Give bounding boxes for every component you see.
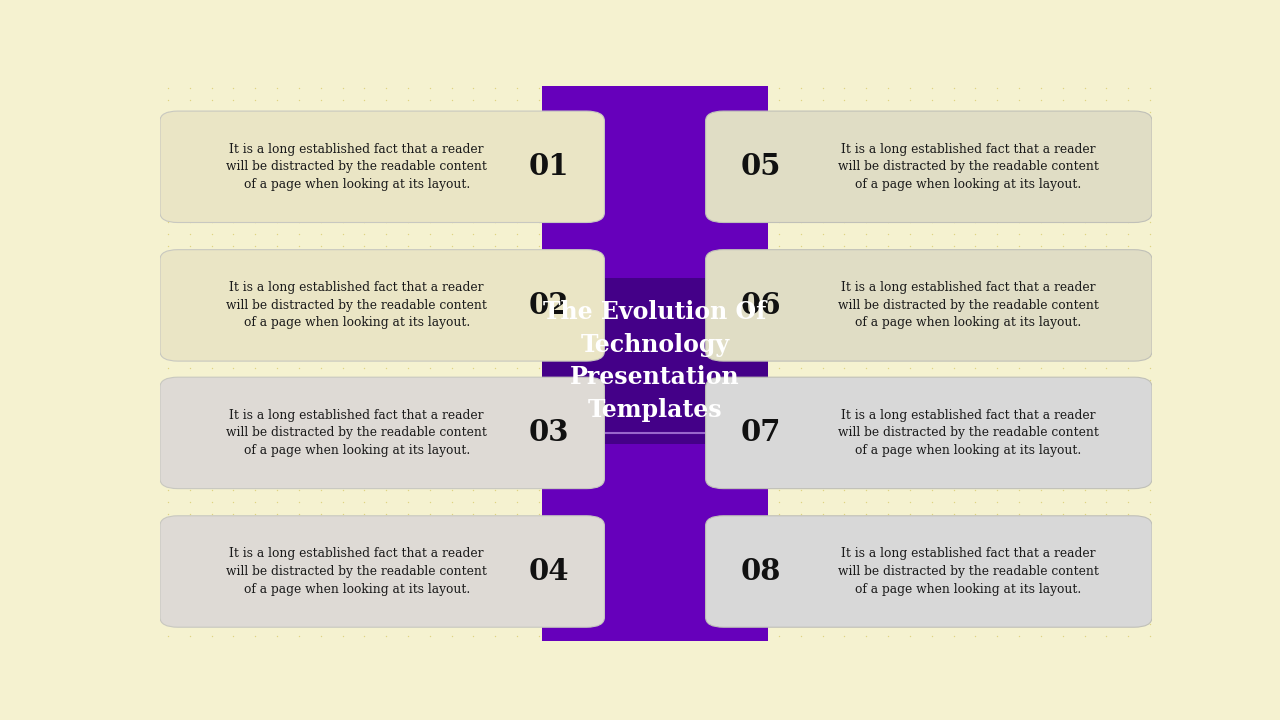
FancyBboxPatch shape (160, 250, 604, 361)
FancyBboxPatch shape (524, 428, 541, 438)
FancyBboxPatch shape (160, 377, 604, 489)
Text: It is a long established fact that a reader
will be distracted by the readable c: It is a long established fact that a rea… (227, 547, 488, 595)
Text: 03: 03 (529, 418, 570, 447)
Text: 08: 08 (741, 557, 781, 586)
FancyBboxPatch shape (705, 111, 1152, 222)
Text: 07: 07 (741, 418, 781, 447)
Text: 01: 01 (529, 153, 570, 181)
Text: It is a long established fact that a reader
will be distracted by the readable c: It is a long established fact that a rea… (838, 282, 1100, 329)
FancyBboxPatch shape (705, 250, 1152, 361)
FancyBboxPatch shape (541, 278, 768, 444)
FancyBboxPatch shape (705, 377, 1152, 489)
FancyBboxPatch shape (160, 111, 604, 222)
Text: It is a long established fact that a reader
will be distracted by the readable c: It is a long established fact that a rea… (838, 547, 1100, 595)
Text: It is a long established fact that a reader
will be distracted by the readable c: It is a long established fact that a rea… (227, 143, 488, 191)
FancyBboxPatch shape (541, 278, 768, 444)
FancyBboxPatch shape (541, 86, 768, 641)
Text: It is a long established fact that a reader
will be distracted by the readable c: It is a long established fact that a rea… (838, 143, 1100, 191)
Text: The Evolution Of
Technology
Presentation
Templates: The Evolution Of Technology Presentation… (544, 300, 767, 422)
Text: 02: 02 (529, 291, 570, 320)
Text: 05: 05 (741, 153, 781, 181)
FancyBboxPatch shape (524, 428, 541, 438)
Text: The Evolution Of
Technology
Presentation
Templates: The Evolution Of Technology Presentation… (544, 300, 767, 422)
Text: 06: 06 (741, 291, 782, 320)
Text: 04: 04 (529, 557, 570, 586)
Text: It is a long established fact that a reader
will be distracted by the readable c: It is a long established fact that a rea… (227, 409, 488, 457)
Text: It is a long established fact that a reader
will be distracted by the readable c: It is a long established fact that a rea… (838, 409, 1100, 457)
FancyBboxPatch shape (160, 516, 604, 627)
FancyBboxPatch shape (541, 86, 768, 641)
Text: It is a long established fact that a reader
will be distracted by the readable c: It is a long established fact that a rea… (227, 282, 488, 329)
FancyBboxPatch shape (705, 516, 1152, 627)
